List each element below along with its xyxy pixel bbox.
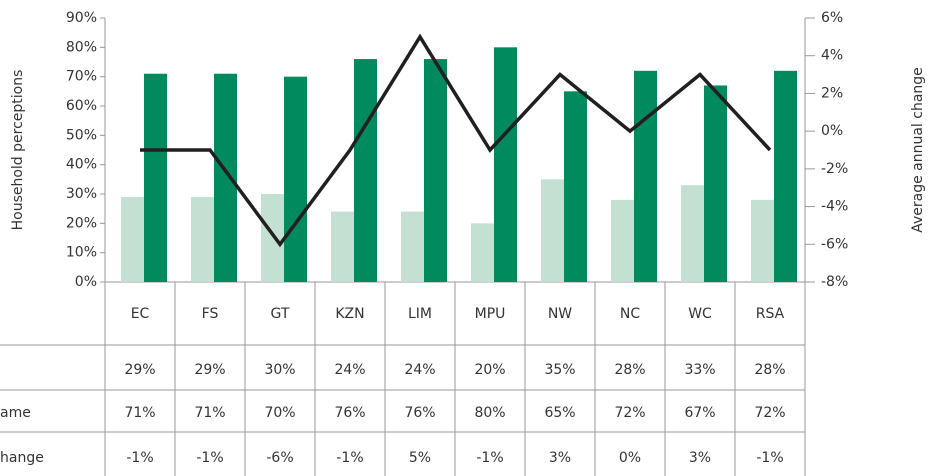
- y-tick-label: 50%: [66, 127, 97, 143]
- y-tick-label: 80%: [66, 39, 97, 55]
- bar: [354, 59, 377, 282]
- bar: [751, 199, 774, 282]
- bar: [611, 199, 634, 282]
- x-tick-label: LIM: [408, 306, 432, 322]
- y2-axis-title: Average annual change: [910, 67, 926, 233]
- bar: [681, 185, 704, 282]
- x-tick-label: NW: [548, 306, 572, 322]
- y2-tick-label: -2%: [821, 161, 848, 177]
- table-cell: -1%: [196, 450, 223, 466]
- bar: [564, 91, 587, 282]
- x-tick-label: WC: [688, 306, 712, 322]
- legend-label: ame: [0, 405, 31, 421]
- table-cell: -1%: [336, 450, 363, 466]
- table-cell: 33%: [684, 362, 715, 378]
- table-cell: 28%: [614, 362, 645, 378]
- x-tick-label: FS: [202, 306, 219, 322]
- bar: [401, 211, 424, 282]
- y-tick-label: 30%: [66, 186, 97, 202]
- x-tick-label: GT: [271, 306, 290, 322]
- table-cell: -1%: [756, 450, 783, 466]
- y2-tick-label: 0%: [821, 123, 843, 139]
- table-cell: 35%: [544, 362, 575, 378]
- table-cell: 67%: [684, 405, 715, 421]
- y-tick-label: 10%: [66, 245, 97, 261]
- table-cell: 20%: [474, 362, 505, 378]
- y2-tick-label: -4%: [821, 199, 848, 215]
- y-tick-label: 0%: [75, 274, 97, 290]
- bar: [261, 194, 284, 282]
- table-cell: 28%: [754, 362, 785, 378]
- table-cell: 0%: [619, 450, 641, 466]
- x-tick-label: RSA: [756, 306, 785, 322]
- bar: [704, 85, 727, 282]
- table-cell: 80%: [474, 405, 505, 421]
- bar: [144, 73, 167, 282]
- y-axis-title: Household perceptions: [10, 70, 26, 231]
- bar: [284, 76, 307, 283]
- table-cell: 72%: [614, 405, 645, 421]
- bar: [774, 70, 797, 282]
- table-cell: 29%: [194, 362, 225, 378]
- y2-tick-label: -8%: [821, 274, 848, 290]
- x-tick-label: EC: [131, 306, 150, 322]
- y-tick-label: 60%: [66, 98, 97, 114]
- y2-tick-label: 6%: [821, 10, 843, 26]
- table-cell: 3%: [549, 450, 571, 466]
- x-tick-label: NC: [620, 306, 640, 322]
- y2-tick-label: 2%: [821, 85, 843, 101]
- bar: [494, 47, 517, 283]
- y2-tick-label: -6%: [821, 236, 848, 252]
- table-cell: 76%: [404, 405, 435, 421]
- bar: [331, 211, 354, 282]
- bar: [191, 196, 214, 282]
- y-tick-label: 90%: [66, 10, 97, 26]
- table-cell: 5%: [409, 450, 431, 466]
- x-tick-label: KZN: [335, 306, 364, 322]
- table-cell: 71%: [124, 405, 155, 421]
- table-cell: 76%: [334, 405, 365, 421]
- table-cell: 71%: [194, 405, 225, 421]
- legend-label: hange: [0, 450, 44, 466]
- y-tick-label: 70%: [66, 69, 97, 85]
- bar: [634, 70, 657, 282]
- bar: [471, 223, 494, 282]
- bar: [424, 59, 447, 282]
- y2-tick-label: 4%: [821, 48, 843, 64]
- bar: [541, 179, 564, 282]
- line-series: [140, 33, 772, 248]
- table-cell: 72%: [754, 405, 785, 421]
- bar: [121, 196, 144, 282]
- table-cell: 70%: [264, 405, 295, 421]
- table-cell: 24%: [334, 362, 365, 378]
- y-tick-label: 40%: [66, 157, 97, 173]
- table-cell: -1%: [126, 450, 153, 466]
- table-cell: -1%: [476, 450, 503, 466]
- y-tick-label: 20%: [66, 215, 97, 231]
- table-cell: 24%: [404, 362, 435, 378]
- table-cell: 29%: [124, 362, 155, 378]
- bar: [214, 73, 237, 282]
- x-tick-label: MPU: [475, 306, 506, 322]
- table-cell: 30%: [264, 362, 295, 378]
- table-cell: 3%: [689, 450, 711, 466]
- table-cell: -6%: [266, 450, 293, 466]
- table-cell: 65%: [544, 405, 575, 421]
